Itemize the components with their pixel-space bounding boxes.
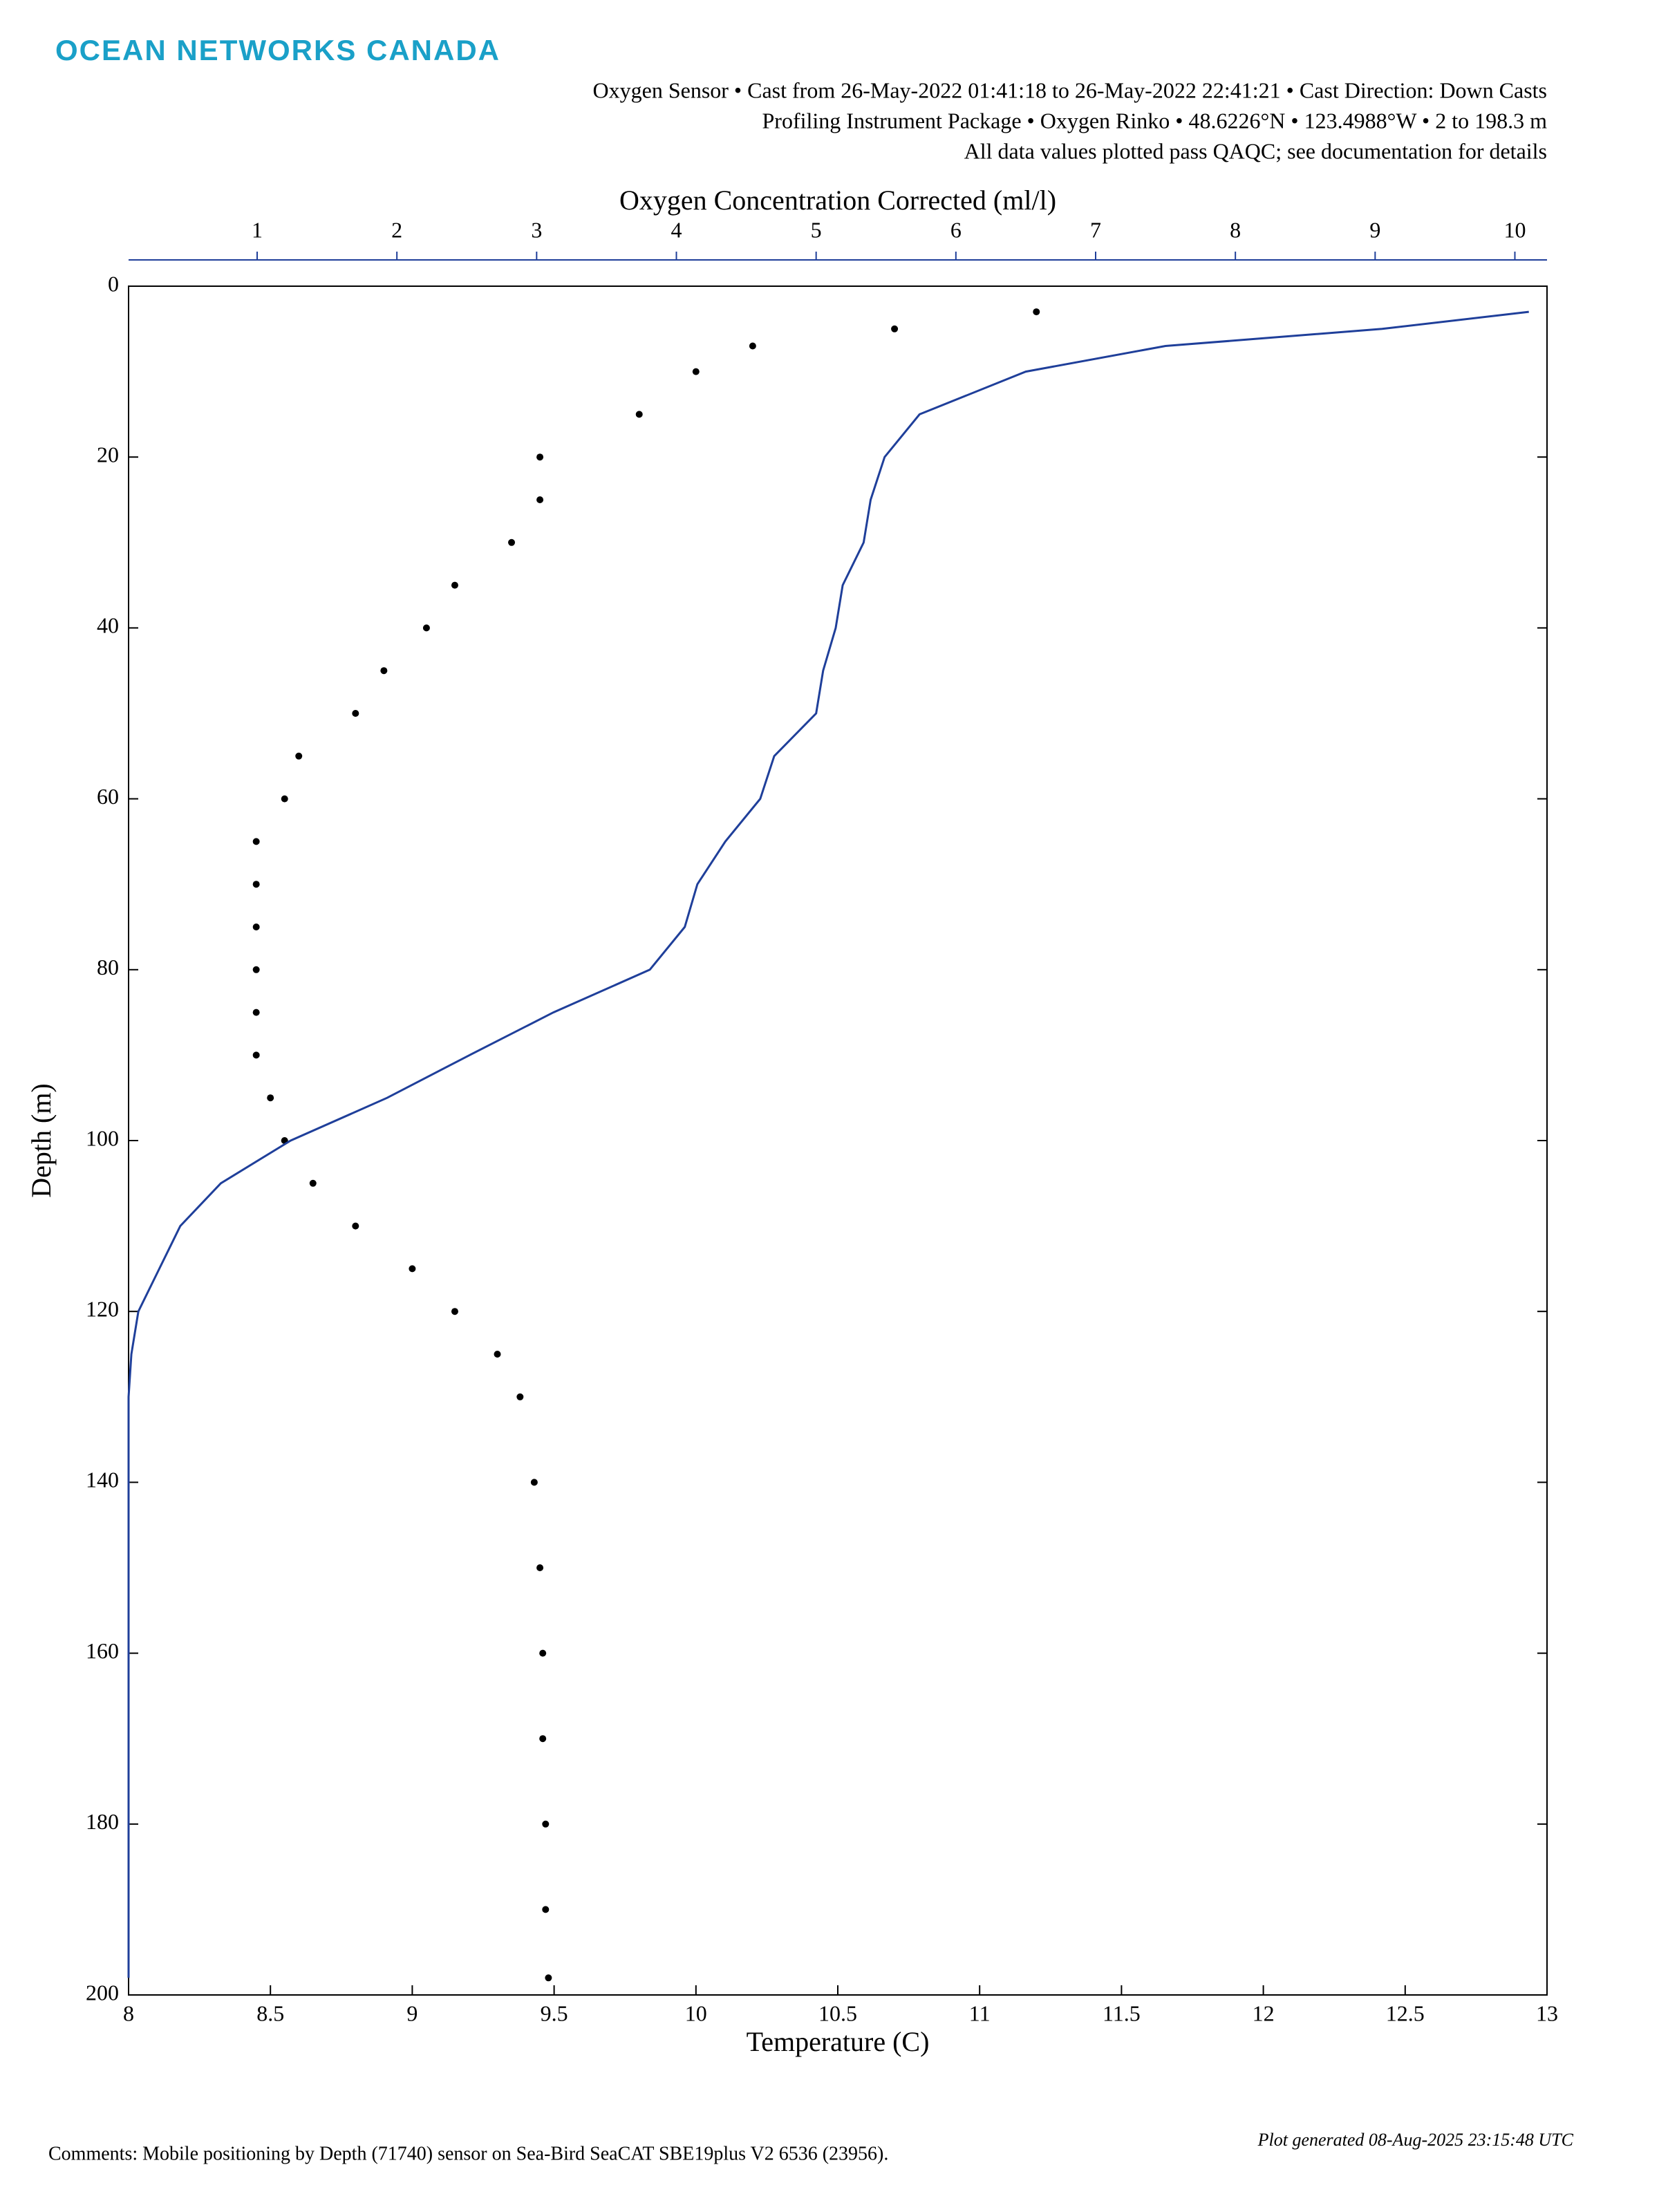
temperature-point [530, 1479, 538, 1486]
oxygen-line [127, 310, 1529, 1978]
x2-tick-label: 4 [671, 217, 682, 242]
temperature-point [252, 1009, 260, 1016]
temperature-point [422, 624, 430, 632]
y-axis-label: Depth (m) [26, 1083, 57, 1198]
temperature-point [309, 1179, 317, 1187]
y-tick-label: 160 [86, 1638, 119, 1663]
temperature-point [451, 1308, 458, 1315]
x-tick-label: 13 [1536, 2000, 1558, 2025]
y-tick-label: 0 [108, 271, 119, 296]
x-tick-label: 9 [406, 2000, 418, 2025]
x2-tick-label: 9 [1369, 217, 1380, 242]
temperature-point [536, 453, 544, 461]
temperature-point [281, 795, 288, 803]
subtitle: Oxygen Sensor • Cast from 26-May-2022 01… [593, 77, 1548, 102]
y-tick-label: 80 [97, 955, 119, 980]
y-tick-label: 20 [97, 442, 119, 467]
temperature-point [508, 538, 516, 546]
x2-tick-label: 1 [252, 217, 263, 242]
temperature-point [494, 1351, 501, 1358]
temperature-point [891, 325, 899, 332]
temperature-point [295, 752, 303, 760]
y-tick-label: 100 [86, 1125, 119, 1150]
temperature-point [542, 1906, 550, 1913]
y-tick-label: 40 [97, 613, 119, 638]
temperature-point [409, 1265, 416, 1273]
y-tick-label: 200 [86, 1980, 119, 2005]
y-tick-label: 140 [86, 1468, 119, 1492]
temperature-point [252, 838, 260, 845]
temperature-point [252, 1051, 260, 1059]
x-tick-label: 8 [123, 2000, 134, 2025]
subtitle: Profiling Instrument Package • Oxygen Ri… [762, 108, 1548, 133]
x2-tick-label: 10 [1504, 217, 1526, 242]
x-tick-label: 12.5 [1386, 2000, 1425, 2025]
y-tick-label: 120 [86, 1297, 119, 1322]
x-tick-label: 10.5 [818, 2000, 857, 2025]
x-tick-label: 8.5 [256, 2000, 284, 2025]
x-axis-label: Temperature (C) [747, 2026, 930, 2057]
x-tick-label: 11 [969, 2000, 991, 2025]
x2-tick-label: 6 [950, 217, 962, 242]
temperature-point [267, 1094, 274, 1102]
temperature-point [635, 411, 643, 418]
temperature-point [536, 496, 544, 503]
temperature-point [542, 1820, 550, 1828]
x2-axis-label: Oxygen Concentration Corrected (ml/l) [619, 185, 1056, 216]
x2-tick-label: 2 [391, 217, 402, 242]
x-tick-label: 9.5 [541, 2000, 568, 2025]
x-tick-label: 12 [1253, 2000, 1275, 2025]
y-tick-label: 60 [97, 784, 119, 809]
x-tick-label: 11.5 [1103, 2000, 1141, 2025]
x2-tick-label: 5 [811, 217, 822, 242]
temperature-point [749, 342, 756, 350]
plot-frame [128, 285, 1548, 1996]
temperature-point [352, 710, 359, 717]
subtitle: All data values plotted pass QAQC; see d… [964, 138, 1547, 163]
temperature-point [536, 1564, 544, 1571]
temperature-point [545, 1974, 552, 1982]
temperature-point [539, 1735, 547, 1743]
temperature-point [516, 1393, 524, 1400]
temperature-point [380, 667, 388, 675]
temperature-point [451, 581, 458, 589]
x2-tick-label: 7 [1090, 217, 1101, 242]
temperature-point [539, 1649, 547, 1657]
x2-tick-label: 8 [1230, 217, 1241, 242]
temperature-point [1033, 308, 1040, 316]
temperature-point [692, 368, 700, 375]
temperature-point [252, 966, 260, 973]
comment: Comments: Mobile positioning by Depth (7… [48, 2143, 888, 2164]
temperature-point [252, 924, 260, 930]
y-tick-label: 180 [86, 1809, 119, 1834]
x-tick-label: 10 [685, 2000, 707, 2025]
brand-logo: OCEAN NETWORKS CANADA [55, 34, 500, 66]
temperature-point [252, 881, 260, 888]
temperature-point [352, 1222, 359, 1230]
x2-tick-label: 3 [531, 217, 542, 242]
generated-note: Plot generated 08-Aug-2025 23:15:48 UTC [1257, 2130, 1574, 2150]
